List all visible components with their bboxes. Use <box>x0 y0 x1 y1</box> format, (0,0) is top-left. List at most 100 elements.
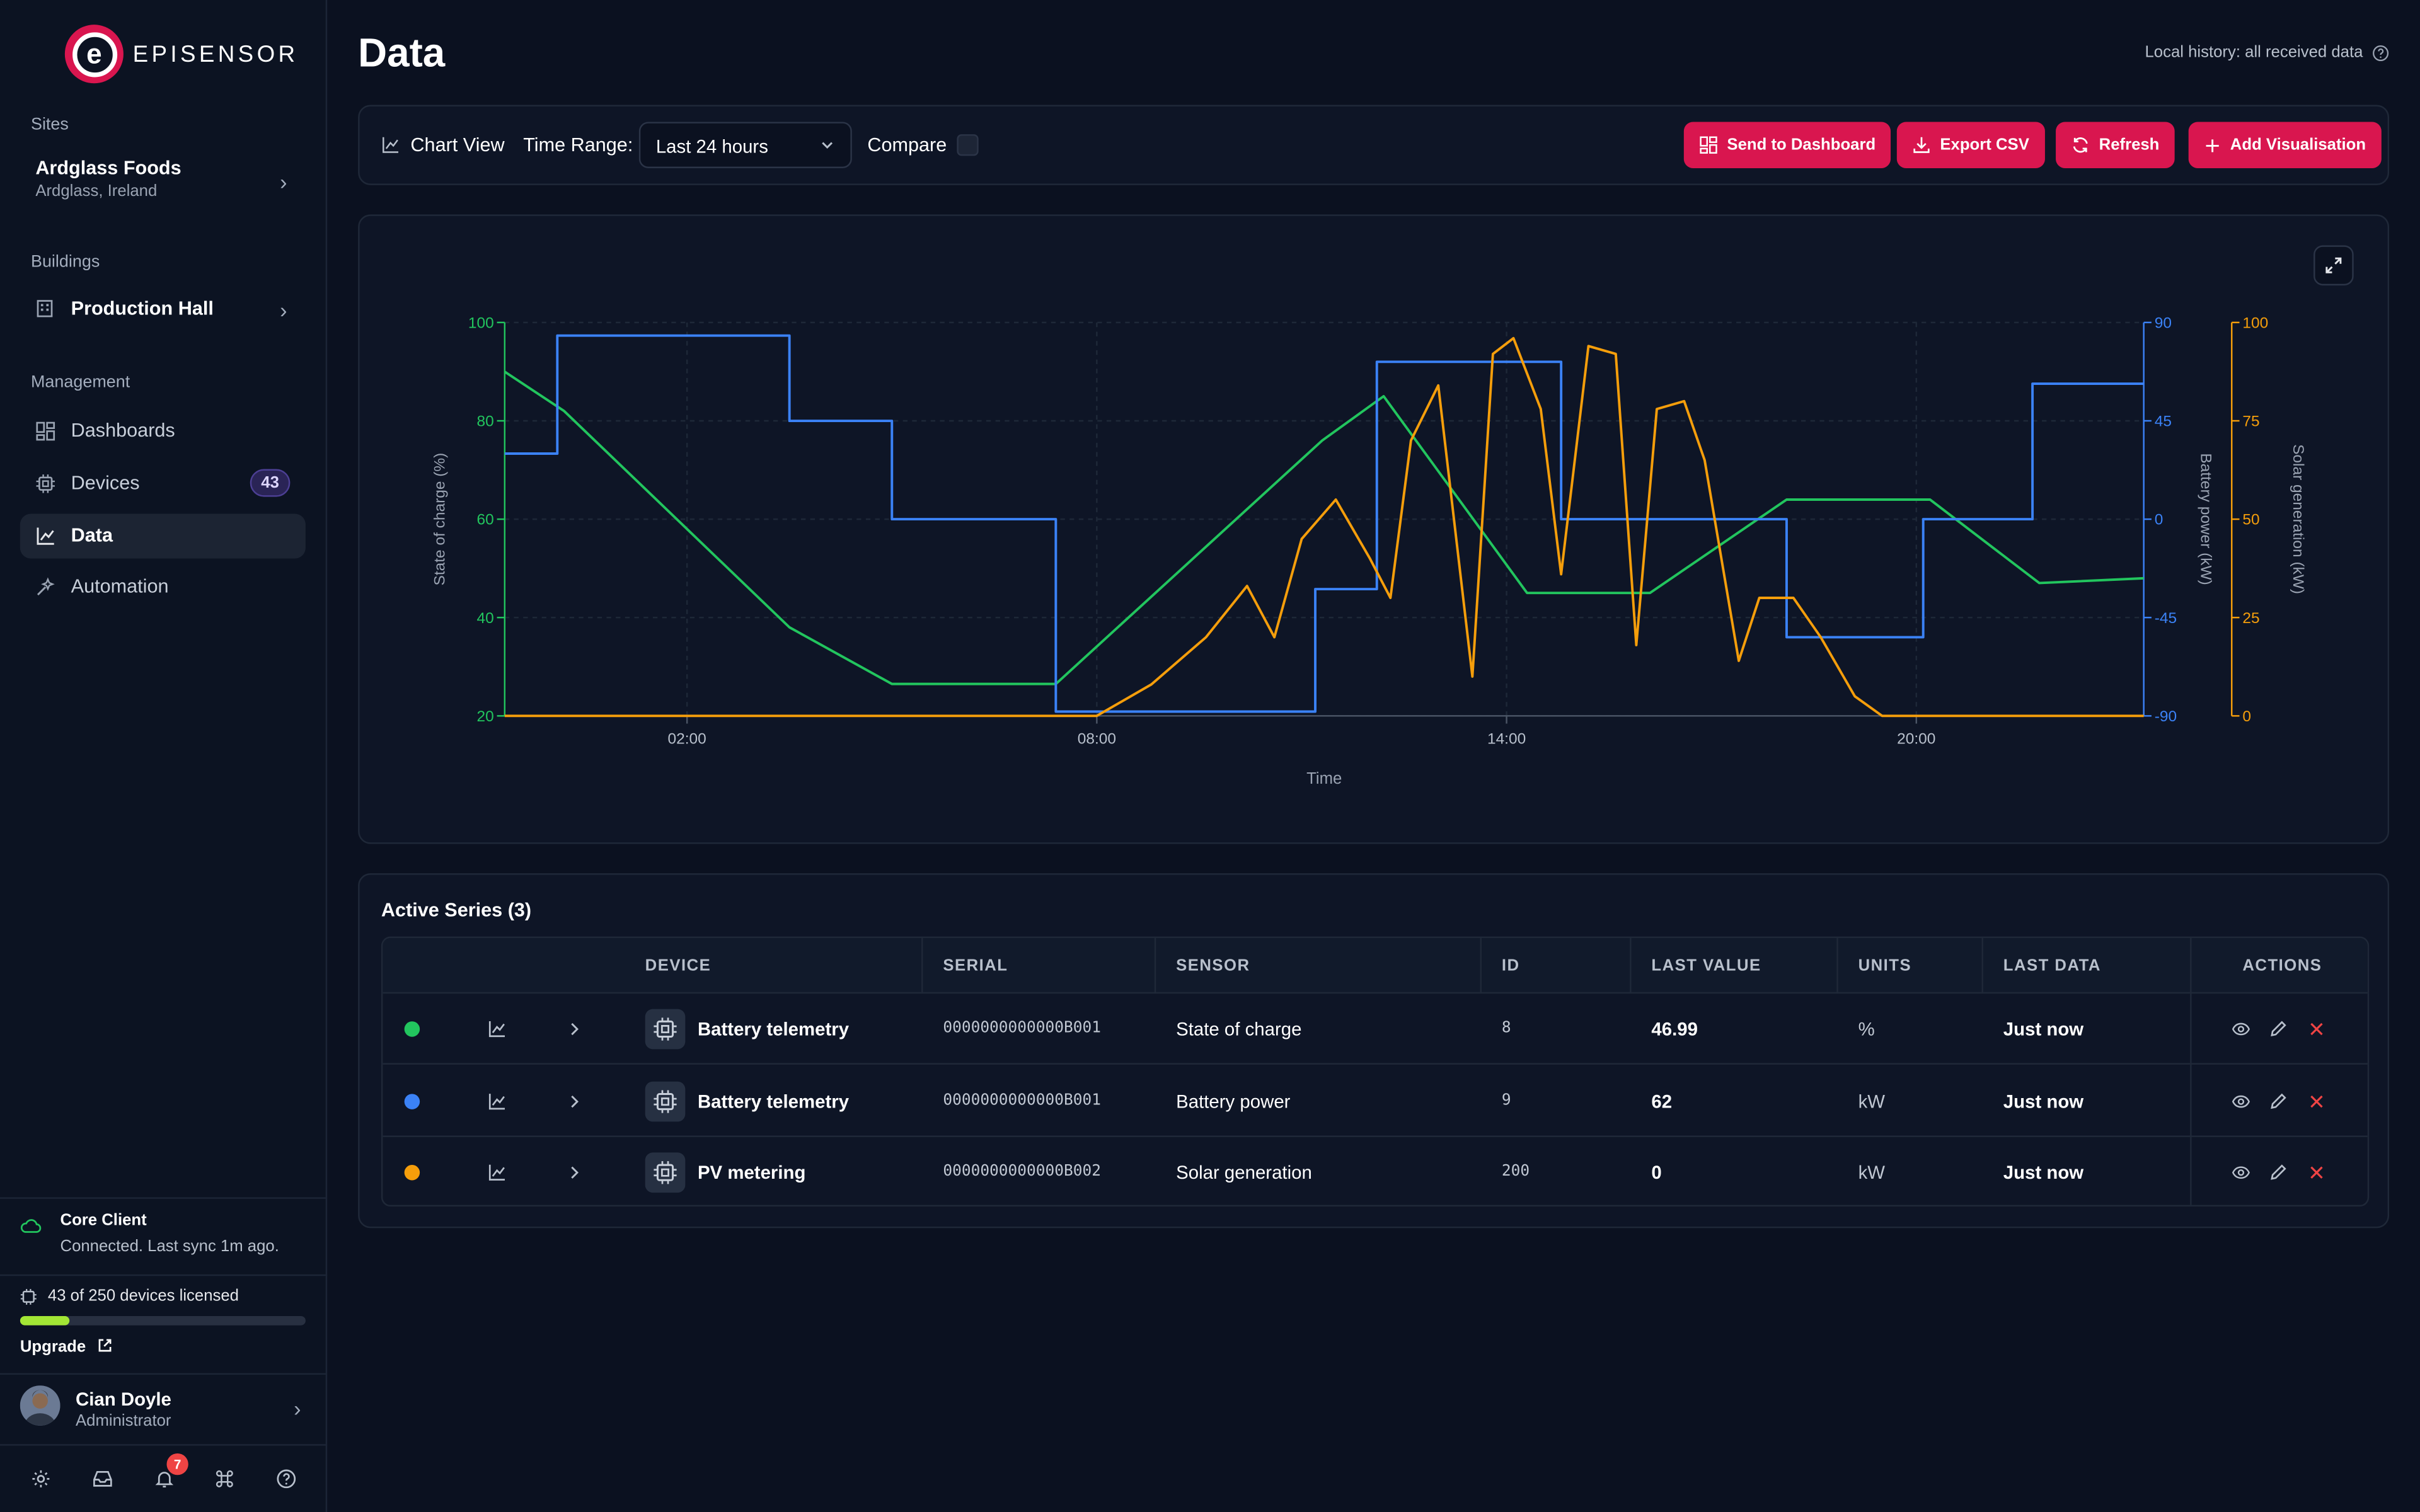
y-tick-label: -45 <box>2155 610 2177 627</box>
y-axis-title-solar: Solar generation (kW) <box>2290 444 2307 594</box>
edit-icon[interactable] <box>2269 1092 2287 1110</box>
history-note: Local history: all received data <box>2145 43 2389 62</box>
site-location: Ardglass, Ireland <box>35 181 158 201</box>
edit-icon[interactable] <box>2269 1020 2287 1038</box>
chevron-right-icon: › <box>280 297 287 323</box>
history-note-text: Local history: all received data <box>2145 43 2363 62</box>
inbox-icon[interactable] <box>93 1469 113 1489</box>
brand-name: EPISENSOR <box>132 40 299 67</box>
time-range-label: Time Range: <box>523 134 633 156</box>
y-tick-label: 20 <box>476 708 493 725</box>
building-selector[interactable]: Production Hall › <box>20 290 306 330</box>
sensor: State of charge <box>1176 1018 1302 1040</box>
divider <box>0 1373 328 1375</box>
divider <box>0 1197 328 1199</box>
send-to-dashboard-button[interactable]: Send to Dashboard <box>1683 122 1891 168</box>
table-row[interactable]: Battery telemetry 0000000000000B001 Batter… <box>383 1065 2368 1137</box>
compare-label: Compare <box>867 134 947 156</box>
chart-view-toggle[interactable]: Chart View <box>381 106 505 183</box>
chevron-right-icon[interactable] <box>565 1164 583 1182</box>
nav-item-automation[interactable]: Automation <box>20 564 306 609</box>
last-value: 0 <box>1651 1162 1662 1184</box>
eye-icon[interactable] <box>2232 1092 2250 1110</box>
help-icon[interactable] <box>2372 44 2389 61</box>
bell-icon[interactable] <box>154 1469 175 1489</box>
x-tick-label: 02:00 <box>668 730 706 747</box>
sparkle-icon <box>37 577 55 596</box>
compare-checkbox[interactable] <box>957 134 979 156</box>
dashboard-icon <box>1700 136 1717 154</box>
chart-line-icon <box>383 137 399 153</box>
download-icon <box>1913 137 1930 153</box>
table-row[interactable]: Battery telemetry 0000000000000B001 State … <box>383 994 2368 1065</box>
nav-label: Dashboards <box>71 420 175 442</box>
col-serial: SERIAL <box>943 956 1008 975</box>
upgrade-link[interactable]: Upgrade <box>20 1337 112 1356</box>
nav-item-devices[interactable]: Devices 43 <box>20 461 306 506</box>
eye-icon[interactable] <box>2232 1164 2250 1182</box>
user-name: Cian Doyle <box>76 1389 171 1411</box>
series-color-dot <box>404 1164 420 1181</box>
chip-icon <box>20 1288 37 1305</box>
time-range-select[interactable]: Last 24 hours <box>638 122 852 168</box>
nav-label: Devices <box>71 472 140 494</box>
y-tick-label: 25 <box>2242 610 2259 627</box>
col-actions: ACTIONS <box>2242 956 2322 975</box>
remove-icon[interactable] <box>2307 1020 2325 1038</box>
divider <box>0 1274 328 1276</box>
y-tick-label: 40 <box>476 610 493 627</box>
device-name: PV metering <box>697 1162 806 1184</box>
series-line-state-of-charge <box>504 370 2144 685</box>
core-client-sync: Connected. Last sync 1m ago. <box>60 1237 279 1256</box>
brand-logo[interactable]: e EPISENSOR <box>64 25 299 84</box>
y-tick-label: 50 <box>2242 512 2259 529</box>
plus-icon <box>2206 139 2219 152</box>
sensor: Solar generation <box>1176 1162 1312 1184</box>
eye-icon[interactable] <box>2232 1020 2250 1038</box>
sidebar: e EPISENSOR Sites Ardglass Foods Ardglas… <box>0 0 328 1512</box>
management-label: Management <box>30 373 130 392</box>
page-title: Data <box>358 29 446 76</box>
series-color-dot <box>404 1093 420 1109</box>
col-sensor: SENSOR <box>1176 956 1250 975</box>
site-selector[interactable]: Ardglass Foods Ardglass, Ireland › <box>20 151 306 213</box>
expand-icon <box>2325 257 2342 273</box>
expand-chart-button[interactable] <box>2313 245 2354 286</box>
chevron-right-icon[interactable] <box>565 1092 583 1110</box>
gear-icon[interactable] <box>31 1469 51 1489</box>
chart-line-icon[interactable] <box>488 1092 506 1110</box>
x-tick-label: 08:00 <box>1078 730 1116 747</box>
cloud-icon <box>20 1219 42 1233</box>
command-icon[interactable] <box>214 1469 234 1489</box>
nav-label: Data <box>71 524 113 546</box>
chart-line-icon[interactable] <box>488 1164 506 1182</box>
edit-icon[interactable] <box>2269 1164 2287 1182</box>
y-tick-label: -90 <box>2155 708 2177 725</box>
last-data: Just now <box>2003 1162 2084 1184</box>
nav-item-data[interactable]: Data <box>20 513 306 559</box>
y-tick-label: 100 <box>2242 314 2268 331</box>
serial: 0000000000000B001 <box>943 1091 1102 1109</box>
chip-icon <box>36 474 55 493</box>
y-tick-label: 80 <box>476 413 493 430</box>
remove-icon[interactable] <box>2307 1164 2325 1182</box>
user-menu[interactable]: Cian Doyle Administrator › <box>20 1385 313 1431</box>
export-csv-button[interactable]: Export CSV <box>1896 122 2045 168</box>
remove-icon[interactable] <box>2307 1092 2325 1110</box>
timeseries-chart[interactable]: 02:00 08:00 14:00 20:00 Time 20 40 60 80 100 -90 -4… <box>360 216 2391 845</box>
help-icon[interactable] <box>276 1469 296 1489</box>
x-axis-title: Time <box>1306 770 1342 788</box>
user-role: Administrator <box>76 1411 171 1431</box>
chart-line-icon[interactable] <box>488 1020 506 1038</box>
table-row[interactable]: PV metering 0000000000000B002 Solar genera… <box>383 1137 2367 1205</box>
nav-item-dashboards[interactable]: Dashboards <box>20 409 306 454</box>
device-icon <box>645 1009 686 1050</box>
series-id: 8 <box>1501 1019 1511 1037</box>
refresh-button[interactable]: Refresh <box>2056 122 2175 168</box>
add-visualisation-button[interactable]: Add Visualisation <box>2188 122 2382 168</box>
chevron-right-icon[interactable] <box>565 1020 583 1038</box>
y-tick-label: 0 <box>2242 708 2251 725</box>
dashboard-icon <box>36 421 55 441</box>
col-last-data: LAST DATA <box>2003 956 2101 975</box>
serial: 0000000000000B002 <box>943 1163 1102 1181</box>
